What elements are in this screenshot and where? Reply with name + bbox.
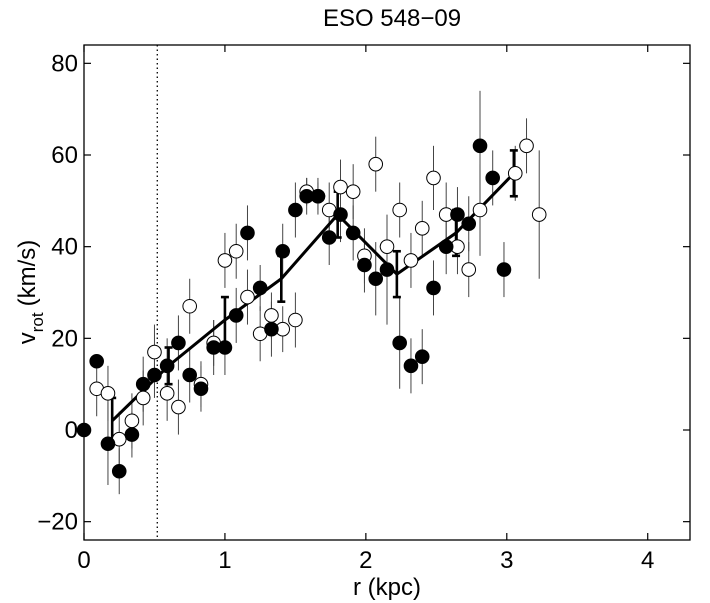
open-data-point [368,156,384,172]
x-axis-ticks: 0 1 2 3 4 [77,45,654,574]
x-tick-label: 0 [77,547,90,574]
filled-data-point [217,340,233,355]
filled-data-point [321,230,337,245]
filled-data-point [100,436,116,452]
filled-data-point [89,353,104,369]
filled-data-point [159,358,175,374]
filled-data-point [392,335,407,351]
open-data-point [333,179,348,195]
open-data-point [217,253,233,268]
filled-data-point [228,308,244,323]
y-tick-label: 40 [51,234,78,261]
x-tick-label: 4 [641,547,654,574]
open-data-point [507,166,523,181]
filled-data-point [379,262,395,277]
filled-data-point [414,349,430,364]
filled-data-point [288,202,303,218]
filled-data-point [135,376,151,392]
y-tick-label: 20 [51,325,78,352]
open-data-point [472,202,488,218]
open-data-point [159,386,175,401]
y-axis-title: vrot (km/s) [14,240,47,345]
open-data-point [519,138,534,154]
filled-data-point [461,216,477,232]
y-axis-ticks: −20 0 20 40 60 80 [37,50,690,536]
filled-data-point [403,358,419,374]
filled-data-point [124,427,140,442]
filled-data-point [76,422,92,438]
y-tick-label: −20 [37,509,78,536]
open-data-point [147,344,162,360]
filled-data-point [275,243,291,259]
filled-data-point [111,463,127,479]
filled-data-point [472,138,488,154]
filled-data-point [426,280,441,296]
y-tick-label: 60 [51,142,78,169]
filled-data-point [240,225,255,241]
filled-data-point [485,170,500,186]
open-data-point [124,413,140,429]
filled-data-point [368,271,384,287]
open-data-point [288,312,303,328]
y-tick-label: 0 [65,417,78,444]
filled-data-point [264,321,279,337]
filled-data-point [193,381,209,397]
filled-data-point [147,367,162,383]
average-error-bar [277,254,286,303]
open-data-point [171,399,186,415]
filled-data-point [252,280,268,296]
open-data-point [531,207,547,222]
filled-data-point [345,225,361,241]
open-data-point [240,289,255,305]
open-data-point [345,184,361,199]
open-data-point [264,308,279,323]
plot-frame [83,44,691,541]
y-axis-title-unit: (km/s) [14,240,41,307]
error-bars [96,90,540,495]
y-axis-title-main: v [14,332,41,344]
open-data-point [414,221,430,236]
average-error-bar [220,295,229,345]
filled-data-point [310,188,326,204]
open-data-point [403,253,419,268]
filled-data-point [357,257,372,273]
open-data-point [426,170,441,186]
open-data-point [182,298,197,314]
filled-data-point [182,367,197,383]
chart-title: ESO 548−09 [323,5,461,32]
average-error-bar [392,249,401,299]
x-tick-label: 3 [500,547,513,574]
filled-data-point [171,335,186,351]
open-data-point [135,390,151,406]
open-data-point [392,202,407,218]
filled-data-point [450,207,465,222]
y-tick-label: 80 [51,50,78,77]
filled-data-point [496,262,512,277]
open-data-point [461,262,477,277]
open-data-point [100,386,116,401]
open-data-point [379,239,395,254]
filled-data-point [438,239,454,254]
data-points [76,138,547,479]
open-data-point [228,243,244,259]
filled-data-point [333,207,348,222]
y-axis-title-sub: rot [28,312,47,332]
x-tick-label: 2 [359,547,372,574]
x-tick-label: 1 [218,547,231,574]
x-axis-title: r (kpc) [353,574,421,601]
